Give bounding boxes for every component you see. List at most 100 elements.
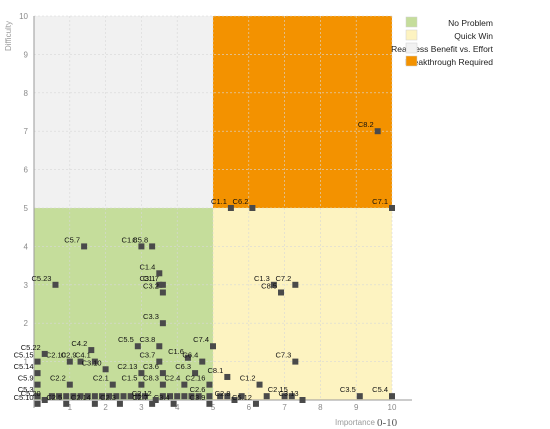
quadrant-quick-win — [213, 208, 392, 400]
data-point-label: C3.13 — [278, 389, 298, 398]
data-point — [184, 354, 191, 361]
y-tick-label: 5 — [24, 204, 29, 213]
data-point — [159, 381, 166, 388]
data-point — [34, 400, 41, 407]
x-axis-title: Importance — [335, 418, 376, 427]
data-point — [63, 400, 70, 407]
data-point — [91, 358, 98, 365]
data-point — [99, 393, 106, 400]
data-point-label: C2.12 — [132, 389, 152, 398]
data-point-label: C2.5 — [46, 393, 62, 402]
data-point — [292, 358, 299, 365]
data-point — [141, 393, 148, 400]
data-point-label: C2.3 — [100, 393, 116, 402]
legend-swatch — [405, 42, 418, 54]
data-point-label: C5.7 — [64, 235, 80, 244]
data-point-label: C1.3 — [254, 274, 270, 283]
data-point — [156, 270, 163, 277]
x-tick-label: 5 — [211, 403, 216, 412]
x-tick-label: 2 — [103, 403, 108, 412]
y-axis-title: Difficulty — [4, 21, 13, 51]
legend-swatch — [405, 29, 418, 41]
data-point-label: C5.3 — [18, 385, 34, 394]
data-point-label: C7.3 — [275, 351, 291, 360]
data-point — [231, 397, 238, 403]
x-tick-label: 9 — [354, 403, 359, 412]
data-point-label: C3.5 — [340, 385, 356, 394]
data-point — [81, 243, 88, 250]
data-point-label: C5.20 — [21, 389, 41, 398]
data-point — [41, 350, 48, 357]
data-point-label: C4.1 — [75, 351, 91, 360]
data-point-label: C8.3 — [143, 374, 159, 383]
quadrant-reassess-benefit-vs-effort — [34, 16, 213, 208]
data-point — [66, 358, 73, 365]
data-point-label: C5.5 — [118, 335, 134, 344]
data-point — [217, 393, 224, 400]
quadrant-no-problem — [34, 208, 213, 400]
data-point — [134, 393, 141, 400]
data-point — [52, 281, 59, 288]
data-point — [252, 400, 259, 407]
data-point-label: C2.16 — [185, 374, 205, 383]
data-point-label: C1.2 — [240, 374, 256, 383]
data-point — [224, 373, 231, 380]
data-point — [91, 400, 98, 407]
data-point — [159, 370, 166, 377]
data-point-label: C2.10 — [46, 351, 66, 360]
data-point-label: C2.6 — [190, 385, 206, 394]
data-point — [34, 370, 41, 377]
data-point-label: C1.5 — [122, 374, 138, 383]
data-point-label: C2.8 — [215, 389, 231, 398]
data-point — [77, 358, 84, 365]
y-tick-label: 1 — [24, 358, 29, 367]
data-point — [389, 205, 395, 211]
data-point-label: C4.2 — [71, 339, 87, 348]
data-point — [210, 343, 216, 350]
data-point — [77, 393, 84, 400]
data-point-label: C6.3 — [175, 362, 191, 371]
data-point-label: C5.10 — [14, 393, 34, 402]
data-point — [249, 205, 256, 211]
data-point — [159, 393, 166, 400]
y-tick-label: 9 — [24, 50, 29, 59]
data-point-label: C3.10 — [82, 358, 102, 367]
data-point-label: C5.8 — [132, 235, 148, 244]
x-axis-unit: 0-10 — [377, 417, 398, 429]
data-point — [206, 393, 213, 400]
data-point-label: C2.1 — [93, 374, 109, 383]
data-point — [127, 393, 134, 400]
quadrant-breakthrough-required — [213, 16, 392, 208]
data-point — [138, 370, 145, 377]
data-point — [192, 370, 199, 377]
data-point-label: C2.7 — [132, 393, 148, 402]
data-point-label: C5.22 — [21, 343, 41, 352]
data-point-label: C2.14 — [71, 393, 91, 402]
data-point — [41, 397, 48, 403]
data-point-label: C2.9 — [61, 351, 77, 360]
data-point — [263, 393, 270, 400]
data-point — [299, 397, 306, 403]
data-point — [167, 393, 174, 400]
data-point-label: C1.4 — [139, 262, 155, 271]
legend-label: Breakthrough Required — [405, 57, 493, 67]
data-point-label: C5.4 — [372, 385, 388, 394]
data-point — [113, 393, 120, 400]
x-tick-label: 10 — [388, 403, 397, 412]
data-point — [292, 281, 299, 288]
data-point-label: C1.8 — [122, 235, 138, 244]
data-point — [102, 366, 109, 373]
data-point — [63, 393, 70, 400]
y-tick-label: 8 — [24, 89, 29, 98]
data-point — [181, 393, 188, 400]
legend-label: No Problem — [448, 18, 493, 28]
data-point — [34, 393, 41, 400]
y-tick-label: 2 — [24, 319, 29, 328]
data-point — [106, 393, 113, 400]
data-point-label: C1.6 — [168, 347, 184, 356]
data-point-label: C7.4 — [193, 335, 209, 344]
x-tick-label: 6 — [247, 403, 252, 412]
data-point — [270, 281, 277, 288]
data-point-label: C2.15 — [268, 385, 288, 394]
data-point — [227, 205, 234, 211]
